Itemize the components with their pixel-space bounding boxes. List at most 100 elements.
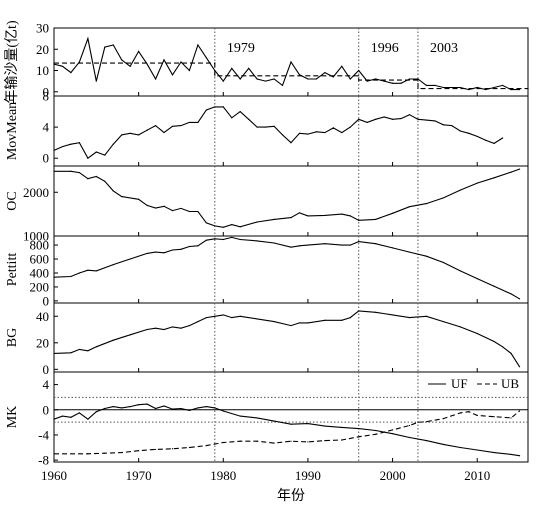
panel-4-series-0-point bbox=[375, 311, 377, 313]
panel-4-series-0-point bbox=[256, 318, 258, 320]
panel-2-series-0-point bbox=[459, 189, 461, 191]
panel-0-series-0-point bbox=[425, 84, 428, 86]
panel-3-series-0-point bbox=[358, 240, 360, 243]
panel-2-series-0-point bbox=[78, 171, 80, 174]
panel-5-series-1-point bbox=[391, 429, 394, 431]
panel-3-series-0-point bbox=[154, 251, 157, 253]
panel-2-series-0-point bbox=[197, 210, 199, 213]
panel-5-series-1-point bbox=[493, 416, 495, 418]
panel-5-series-0-point bbox=[518, 455, 521, 457]
panel-2-series-0-point bbox=[231, 224, 233, 226]
panel-3-series-0-point bbox=[188, 245, 191, 248]
panel-2-series-0-point bbox=[298, 212, 301, 214]
panel-5-series-0-point bbox=[163, 405, 165, 407]
panel-0-ytick-label-2: 20 bbox=[36, 42, 49, 57]
panel-3-series-0-point bbox=[197, 245, 199, 247]
panel-5-series-0-point bbox=[205, 406, 207, 408]
panel-1-series-0-point bbox=[425, 119, 428, 121]
panel-3-ytick-label-2: 400 bbox=[30, 265, 50, 280]
panel-0-series-0-point bbox=[332, 76, 334, 78]
panel-1-series-0-point bbox=[307, 133, 309, 135]
panel-3-series-0-point bbox=[510, 293, 512, 295]
panel-1-series-0-point bbox=[366, 121, 368, 124]
panel-2-series-0-point bbox=[391, 212, 394, 214]
panel-5-series-0-point bbox=[222, 410, 224, 412]
panel-2-ytick-label-0: 1000 bbox=[23, 229, 49, 244]
panel-0-series-0-point bbox=[493, 86, 495, 89]
panel-2-series-0-point bbox=[256, 221, 258, 223]
x-tick-label-1: 1970 bbox=[126, 468, 152, 483]
panel-0-series-0-point bbox=[281, 84, 284, 86]
panel-2-series-0-point bbox=[121, 196, 123, 198]
panel-0-series-0-point bbox=[61, 65, 64, 67]
panel-4-series-0-point bbox=[476, 332, 478, 335]
panel-1-series-0-point bbox=[408, 114, 411, 116]
breakpoint-label-1: 1996 bbox=[371, 41, 399, 56]
panel-2-series-0-point bbox=[324, 214, 326, 217]
panel-0-series-0-point bbox=[307, 78, 309, 80]
panel-3-series-0-point bbox=[171, 249, 174, 251]
panel-3-series-0-point bbox=[375, 243, 377, 245]
panel-4-series-0-point bbox=[129, 334, 131, 336]
panel-1-series-0-point bbox=[222, 106, 224, 108]
panel-5-series-1-point bbox=[256, 440, 258, 442]
panel-3-series-0-point bbox=[87, 269, 89, 271]
panel-1-series-0-line bbox=[53, 106, 503, 160]
panel-0-series-0-point bbox=[197, 44, 199, 46]
panel-4-series-0-point bbox=[307, 322, 309, 324]
panel-4-series-0-point bbox=[180, 327, 182, 329]
panel-1-series-0-point bbox=[180, 124, 182, 127]
panel-0-series-0-point bbox=[298, 74, 301, 76]
panel-5-series-0-point bbox=[476, 449, 478, 451]
panel-5-series-1-point bbox=[222, 441, 224, 444]
panel-5-series-0-point bbox=[104, 407, 106, 410]
panel-1-series-0-point bbox=[273, 125, 275, 127]
panel-5-series-0-point bbox=[375, 429, 377, 432]
panel-1-series-0-point bbox=[476, 135, 478, 138]
panel-2-series-0-point bbox=[518, 168, 521, 170]
panel-5-series-0-point bbox=[112, 406, 114, 408]
panel-0-series-0-point bbox=[417, 78, 419, 80]
panel-5-series-0-point bbox=[256, 417, 258, 419]
panel-1-series-0-point bbox=[70, 143, 72, 145]
panel-2-series-0-point bbox=[205, 222, 207, 224]
panel-1-series-0-point bbox=[324, 131, 326, 134]
panel-5-series-0-point bbox=[78, 412, 80, 414]
panel-1-ylabel: MovMean bbox=[5, 102, 20, 160]
panel-4-series-0-point bbox=[53, 352, 55, 355]
panel-4-series-0-point bbox=[188, 324, 191, 327]
panel-2-series-0-point bbox=[341, 213, 343, 215]
breakpoint-label-2: 2003 bbox=[430, 41, 458, 56]
panel-5-frame bbox=[53, 371, 529, 463]
panel-5-series-0-line bbox=[53, 403, 520, 457]
panel-1-series-0-point bbox=[129, 132, 131, 134]
panel-2-series-0-point bbox=[104, 180, 106, 182]
panel-2-series-0-point bbox=[87, 178, 89, 180]
panel-3-series-0-point bbox=[70, 275, 72, 278]
panel-2-series-0-point bbox=[239, 226, 241, 228]
panel-5-series-0-point bbox=[129, 406, 131, 408]
panel-0-series-0-point bbox=[400, 82, 402, 84]
panel-2-series-0-point bbox=[222, 226, 224, 228]
panel-5-series-0-point bbox=[425, 440, 428, 442]
panel-1-series-0-point bbox=[121, 134, 123, 136]
panel-4-series-0-point bbox=[146, 328, 148, 331]
panel-0-series-0-point bbox=[366, 80, 368, 82]
panel-1-series-0-point bbox=[104, 154, 106, 156]
panel-5-series-0-point bbox=[459, 446, 461, 449]
panel-4-series-0-point bbox=[231, 316, 233, 319]
panel-4-series-0-point bbox=[324, 319, 326, 321]
panel-4-series-0-point bbox=[459, 326, 461, 328]
panel-3-series-0-point bbox=[214, 238, 216, 240]
panel-0-series-0-point bbox=[146, 63, 148, 65]
panel-0-series-1-point bbox=[417, 79, 419, 81]
panel-1-series-0-point bbox=[78, 142, 80, 144]
panel-3-series-0-point bbox=[476, 277, 478, 280]
panel-5-series-1-point bbox=[307, 441, 309, 443]
panel-1-series-0-point bbox=[383, 116, 385, 118]
panel-5-ytick-label-0: -8 bbox=[38, 453, 49, 468]
panel-1-series-0-point bbox=[188, 121, 191, 124]
panel-1-series-0-point bbox=[214, 106, 216, 108]
panel-1-series-0-point bbox=[87, 157, 89, 159]
panel-2-series-0-point bbox=[188, 210, 191, 213]
